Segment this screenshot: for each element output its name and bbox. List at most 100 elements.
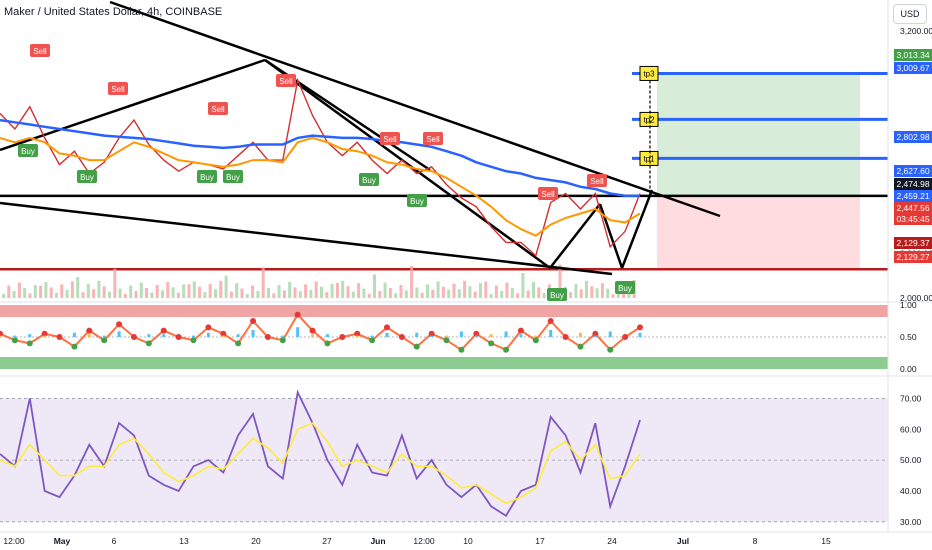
oscillator-dot — [116, 321, 123, 328]
oscillator-dot — [517, 327, 524, 334]
price-label-badge — [894, 202, 932, 214]
oscillator-bar — [72, 332, 76, 337]
volume-bar — [293, 287, 297, 298]
volume-bar — [558, 264, 562, 298]
volume-bar — [585, 280, 588, 298]
volume-bar — [33, 285, 37, 298]
volume-bar — [431, 289, 435, 298]
rsi-tick-label: 70.00 — [900, 393, 922, 403]
volume-bar — [505, 282, 509, 298]
symbol-title[interactable]: Maker / United States Dollar, 4h, COINBA… — [4, 6, 223, 18]
oscillator-dot — [577, 343, 584, 350]
volume-bar — [251, 285, 255, 298]
volume-bar — [510, 288, 514, 298]
price-axis[interactable]: 3,200.002,200.002,000.003,013.343,009.67… — [887, 0, 932, 532]
target-tag — [639, 65, 659, 81]
oscillator-bar — [87, 334, 91, 337]
oscillator-bar — [385, 332, 389, 337]
target-tag — [639, 111, 659, 127]
time-tick-label: May — [54, 536, 71, 546]
volume-bar — [441, 286, 445, 298]
volume-bar — [595, 288, 599, 298]
oscillator-dot — [607, 346, 614, 353]
volume-bar — [357, 283, 361, 298]
time-tick-label: 24 — [607, 536, 617, 546]
oscillator-dot — [145, 340, 152, 347]
volume-bar — [70, 281, 74, 298]
volume-bar — [155, 285, 159, 298]
volume-bar — [192, 281, 196, 298]
oscillator-bar — [370, 335, 374, 337]
volume-bar — [17, 282, 21, 298]
oscillator-line — [0, 312, 641, 352]
oscillator-bar — [281, 335, 285, 337]
oscillator-dot — [428, 330, 435, 337]
time-tick-label: 6 — [112, 536, 117, 546]
time-tick-label: 12:00 — [413, 536, 435, 546]
oscillator-bar — [489, 334, 493, 337]
osc-tick-label: 0.50 — [900, 332, 917, 342]
price-label-badge — [894, 62, 932, 74]
time-axis[interactable]: 12:00 May 6 13 20 27 Jun 12:00 10 17 24 Jul 8 15 — [0, 531, 932, 546]
volume-bar — [388, 288, 392, 298]
overbought-band — [0, 305, 888, 317]
sell-signal-tag — [108, 82, 128, 95]
volume-bar — [12, 291, 16, 298]
volume-bar — [129, 285, 133, 298]
price-tick-label: 2,000.00 — [900, 293, 932, 303]
oscillator-panel — [0, 301, 932, 369]
buy-signal-tag — [547, 288, 567, 301]
currency-button[interactable]: USD — [893, 4, 927, 24]
rsi-tick-label: 50.00 — [900, 455, 922, 465]
price-label-text: 2,129.27 — [896, 252, 929, 262]
volume-bar — [399, 285, 403, 298]
sell-signal-label: Sell — [279, 77, 293, 86]
sell-signal-label: Sell — [426, 135, 440, 144]
volume-bar — [245, 294, 249, 298]
volume-bar — [2, 294, 5, 298]
trendline — [620, 189, 654, 269]
oscillator-bar — [251, 330, 255, 337]
oscillator-dot — [130, 334, 137, 340]
volume-bar — [447, 289, 451, 298]
buy-signal-label: Buy — [618, 284, 632, 293]
oversold-band — [0, 357, 888, 369]
rsi-tick-label: 60.00 — [900, 424, 922, 434]
oscillator-dot — [86, 327, 93, 334]
volume-bar — [574, 283, 578, 298]
oscillator-dot — [264, 334, 271, 340]
buy-signal-label: Buy — [80, 173, 94, 182]
price-tick-label: 3,200.00 — [900, 26, 932, 36]
oscillator-bar — [162, 334, 166, 337]
volume-bar — [367, 294, 371, 298]
volume-bar — [166, 282, 170, 298]
trendline — [109, 0, 721, 218]
price-panel[interactable]: Sell Sell Sell Sell Sell Sell Sell Sell Buy Buy Bu… — [0, 0, 888, 301]
oscillator-dot — [235, 340, 242, 347]
sell-signal-tag — [276, 74, 296, 87]
volume-bar — [60, 284, 64, 298]
oscillator-bar — [445, 335, 449, 337]
volume-bar — [81, 292, 85, 298]
buy-signal-label: Buy — [362, 176, 376, 185]
volume-bar — [516, 293, 520, 298]
price-label-badge — [894, 131, 932, 143]
oscillator-bar — [296, 327, 300, 337]
volume-bar — [150, 292, 154, 298]
time-tick-label: Jul — [677, 536, 689, 546]
volume-bar — [198, 286, 202, 298]
volume-bar — [102, 286, 106, 298]
sell-signal-label: Sell — [211, 105, 225, 114]
volume-bar — [373, 274, 376, 298]
oscillator-dot — [11, 337, 18, 344]
oscillator-dot — [160, 327, 167, 334]
volume-bar — [240, 288, 244, 298]
trendline — [549, 203, 601, 269]
volume-bar — [267, 288, 270, 298]
oscillator-bar — [430, 335, 434, 337]
volume-bar — [606, 288, 610, 298]
oscillator-dot — [56, 334, 63, 340]
volume-bar — [314, 281, 318, 298]
volume-bar — [28, 293, 32, 298]
